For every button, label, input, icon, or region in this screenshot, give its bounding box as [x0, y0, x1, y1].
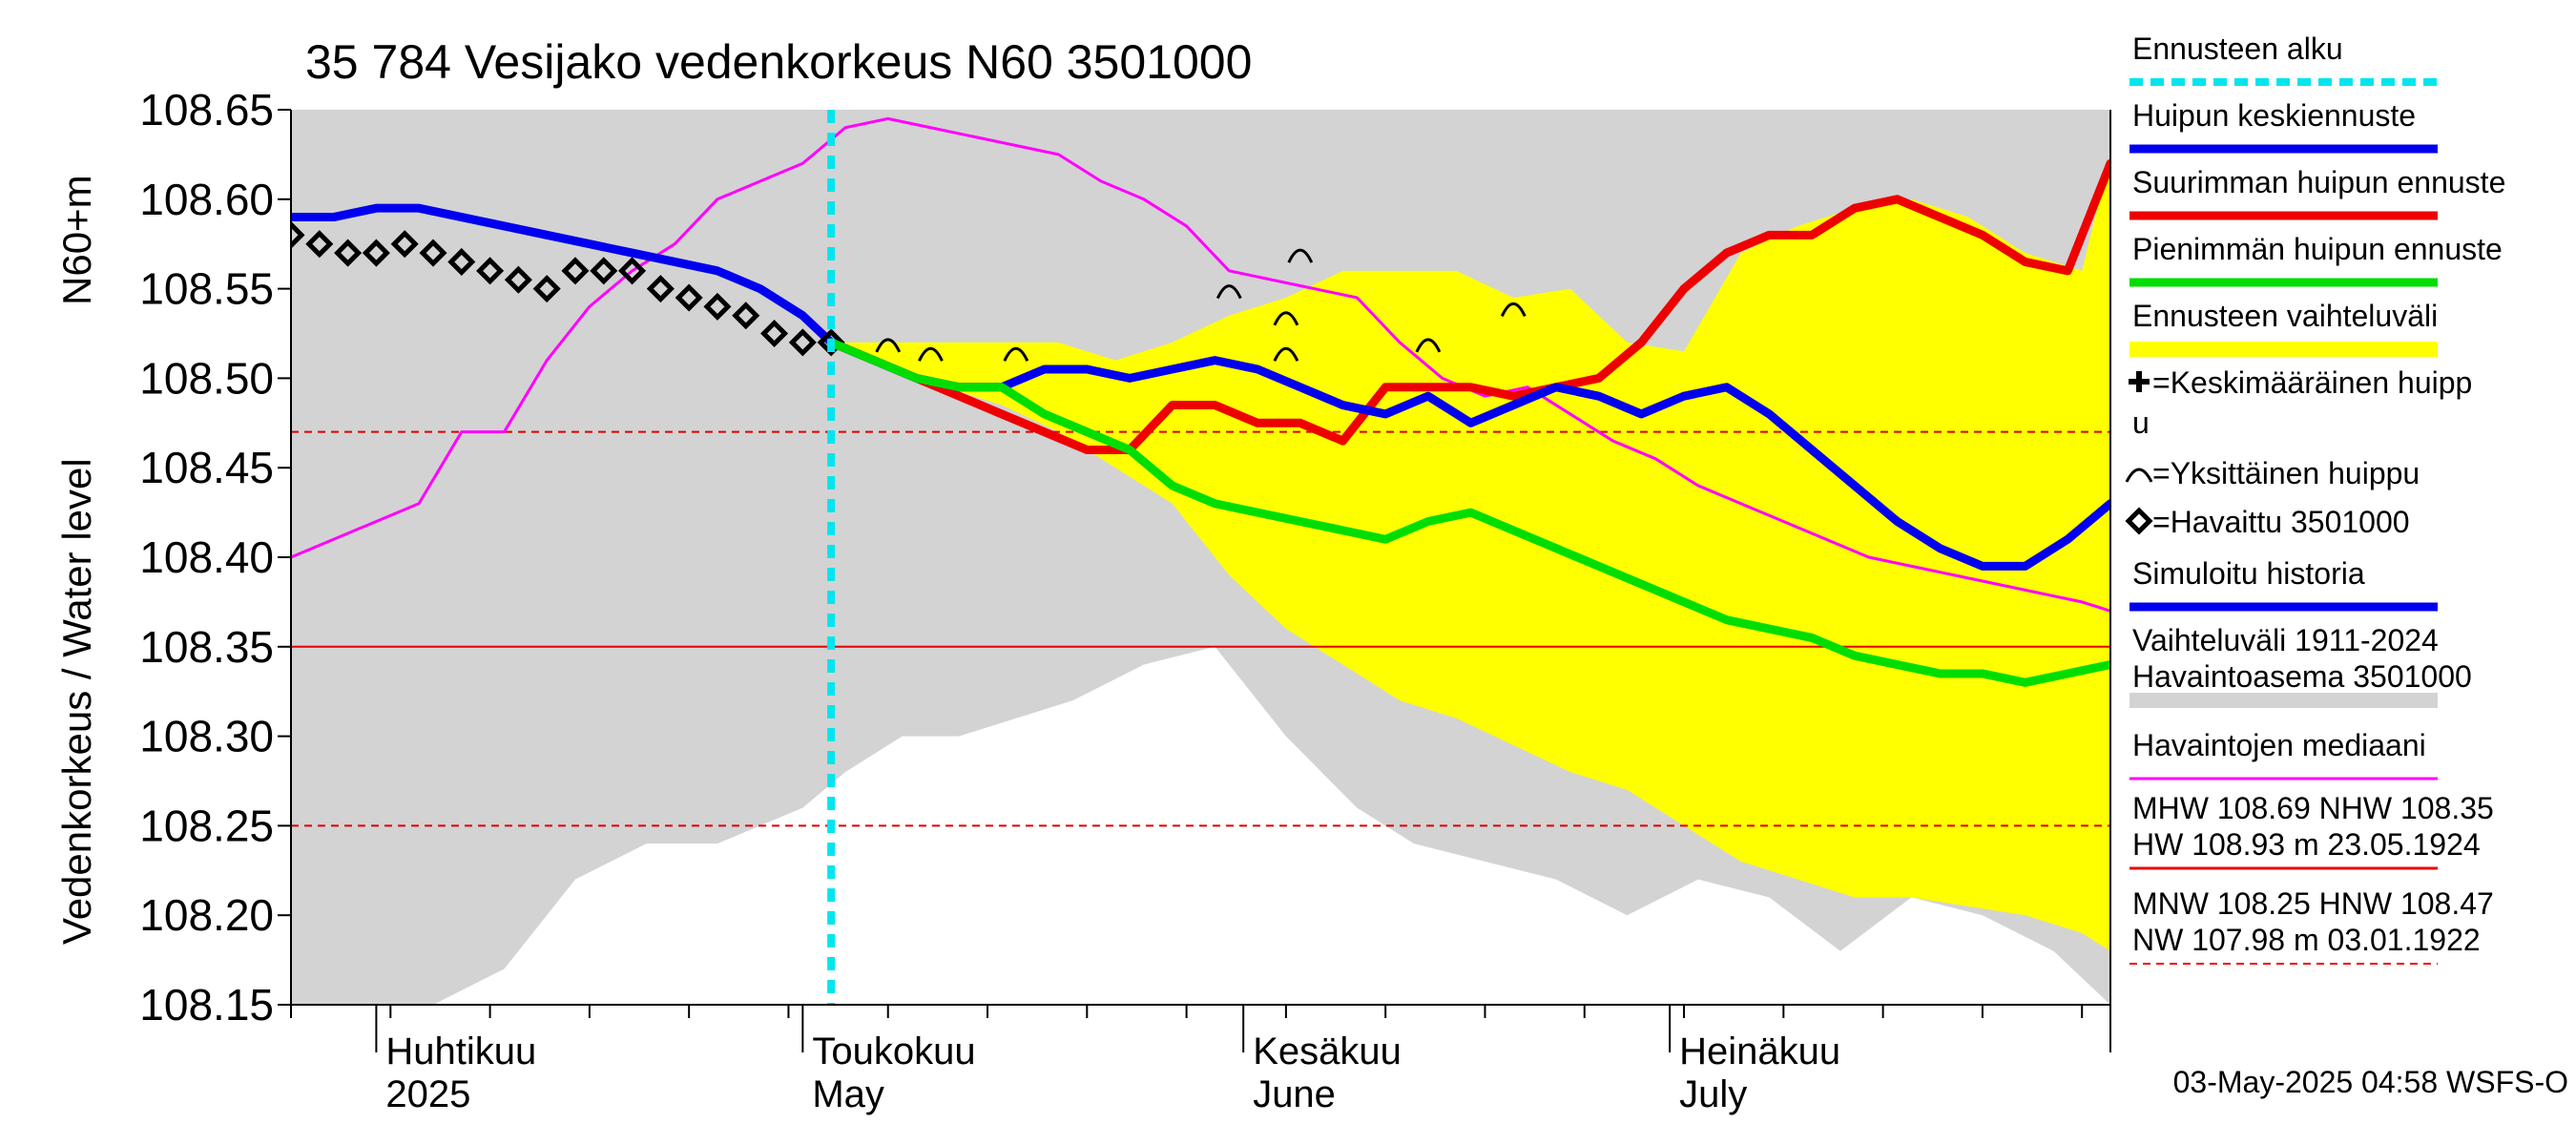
series-line-huipun-keskiennuste [826, 338, 2110, 571]
observed-point [291, 220, 305, 249]
series-line-havaintojen-mediaani [291, 116, 2110, 613]
legend-label-keskim-r-inen-huipp-2: u [2132, 406, 2150, 440]
y-tick-label: 108.55 [139, 264, 274, 314]
y-tick-label: 108.60 [139, 175, 274, 224]
observed-point [618, 257, 647, 285]
plot-content [291, 110, 2110, 1005]
single-peak-marker [1287, 248, 1314, 263]
observed-point [390, 230, 419, 259]
timestamp: 03-May-2025 04:58 WSFS-O [2173, 1065, 2568, 1099]
x-month-label-en: July [1679, 1073, 1747, 1115]
observed-point [732, 302, 760, 330]
legend-label-vaihteluv-li-1911-2024-2: Havaintoasema 3501000 [2132, 659, 2472, 694]
single-peak-marker [875, 338, 902, 353]
y-tick-label: 108.20 [139, 890, 274, 940]
y-tick-label: 108.45 [139, 443, 274, 492]
y-tick-label: 108.65 [139, 85, 274, 135]
observed-point [476, 257, 505, 285]
observed-point [561, 257, 590, 285]
x-month-label-en: June [1253, 1073, 1336, 1115]
observed-point [817, 328, 845, 357]
observed-point [447, 247, 476, 276]
axes: 108.65 108.60 108.55 108.50 108.45 108.40 108.… [139, 85, 2111, 1115]
x-month-label-en: May [812, 1073, 884, 1115]
series-line-simuloitu-historia [291, 203, 836, 347]
legend: Ennusteen alku Huipun keskiennuste Suurimm… [2125, 31, 2505, 965]
forecast-range-band [831, 154, 2110, 951]
legend-symbol-arc [2125, 468, 2153, 483]
observed-point [590, 257, 618, 285]
legend-label-pienimm-n-huipun-ennuste: Pienimmän huipun ennuste [2132, 232, 2503, 266]
legend-label-huipun-keskiennuste: Huipun keskiennuste [2132, 98, 2416, 133]
legend-label-simuloitu-historia: Simuloitu historia [2132, 556, 2365, 591]
legend-swatch-vaihteluv-li-1911-2024 [2129, 693, 2438, 708]
legend-label-suurimman-huipun-ennuste: Suurimman huipun ennuste [2132, 165, 2505, 199]
single-peak-marker [1415, 338, 1442, 353]
single-peak-marker [1003, 346, 1029, 362]
x-month-label-en: 2025 [385, 1073, 470, 1115]
legend-label-yksitt-inen-huippu: =Yksittäinen huippu [2152, 456, 2420, 490]
series-line-suurimman-huipun-ennuste [826, 158, 2110, 454]
y-tick-label: 108.50 [139, 353, 274, 403]
observed-point [362, 239, 390, 267]
series-line-pienimm-n-huipun-ennuste [826, 338, 2110, 687]
y-axis-unit: N60+m [54, 175, 99, 305]
single-peak-marker [918, 346, 944, 362]
plot-area [291, 110, 2110, 1005]
single-peak-marker [1500, 302, 1527, 318]
legend-symbol-plus [2129, 371, 2150, 392]
observed-point [532, 275, 561, 303]
observed-point [646, 275, 675, 303]
observed-point [760, 319, 789, 348]
legend-label-vaihteluv-li-1911-2024: Vaihteluväli 1911-2024 [2132, 623, 2439, 657]
observed-point [788, 328, 817, 357]
x-month-label: Toukokuu [812, 1030, 975, 1072]
observed-point [305, 230, 334, 259]
legend-label-ennusteen-alku: Ennusteen alku [2132, 31, 2343, 66]
single-peak-marker [1273, 346, 1299, 362]
observed-point [419, 239, 447, 267]
y-tick-label: 108.25 [139, 801, 274, 850]
legend-label-mhw-108-69-nhw-108-35: MHW 108.69 NHW 108.35 [2132, 791, 2494, 825]
observed-point [504, 265, 532, 294]
observed-point [703, 292, 732, 321]
y-tick-label: 108.15 [139, 980, 274, 1030]
y-axis-label: Vedenkorkeus / Water level [54, 458, 99, 945]
single-peak-marker [1273, 311, 1299, 326]
legend-swatch-ennusteen-vaihteluv-li [2129, 342, 2438, 357]
legend-label-ennusteen-vaihteluv-li: Ennusteen vaihteluväli [2132, 299, 2438, 333]
single-peak-marker [1215, 284, 1242, 300]
chart-title: 35 784 Vesijako vedenkorkeus N60 3501000 [305, 35, 1252, 89]
legend-label-mnw-108-25-hnw-108-47: MNW 108.25 HNW 108.47 [2132, 886, 2494, 921]
legend-label-havaittu-3501000: =Havaittu 3501000 [2152, 505, 2410, 539]
legend-label-keskim-r-inen-huipp: =Keskimääräinen huipp [2152, 365, 2472, 400]
observed-point [334, 239, 363, 267]
legend-symbol-diamond [2125, 507, 2153, 535]
y-tick-label: 108.30 [139, 712, 274, 761]
y-tick-label: 108.40 [139, 532, 274, 582]
legend-label-mnw-108-25-hnw-108-47-2: NW 107.98 m 03.01.1922 [2132, 923, 2481, 957]
legend-label-mhw-108-69-nhw-108-35-2: HW 108.93 m 23.05.1924 [2132, 827, 2481, 862]
y-tick-label: 108.35 [139, 622, 274, 672]
x-month-label: Kesäkuu [1253, 1030, 1402, 1072]
observed-point [675, 283, 703, 312]
x-month-label: Huhtikuu [385, 1030, 536, 1072]
x-month-label: Heinäkuu [1679, 1030, 1840, 1072]
legend-label-havaintojen-mediaani: Havaintojen mediaani [2132, 728, 2426, 762]
